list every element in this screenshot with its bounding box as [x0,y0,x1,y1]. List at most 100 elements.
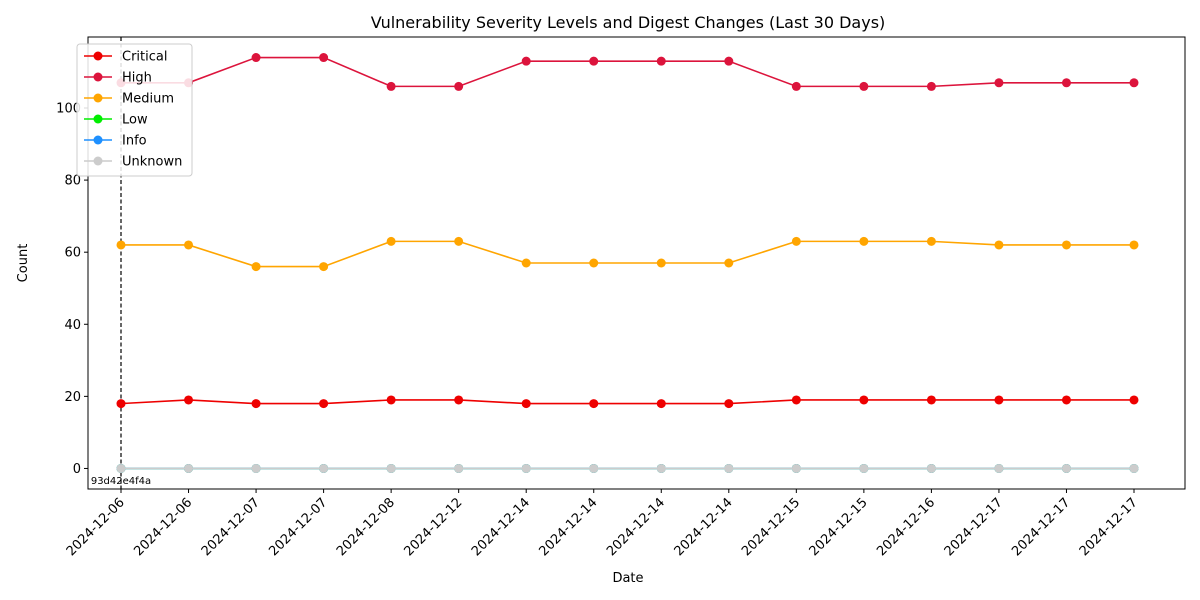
x-tick-label: 2024-12-17 [942,495,1006,559]
data-point-medium [116,240,126,250]
series-line-medium [121,240,1134,268]
data-point-unknown [791,463,801,473]
data-point-critical [1129,395,1139,405]
series-layer [116,53,1139,473]
data-point-unknown [184,463,194,473]
x-tick-label: 2024-12-16 [874,495,938,559]
data-point-critical [116,399,126,409]
data-point-medium [724,258,734,268]
data-point-unknown [1061,463,1071,473]
data-point-medium [251,262,261,272]
x-tick-label: 2024-12-17 [1077,495,1141,559]
data-point-critical [184,395,194,405]
data-point-unknown [589,463,599,473]
data-point-unknown [251,463,261,473]
plot-area-frame [87,36,1186,490]
data-point-critical [521,399,531,409]
x-tick-label: 2024-12-14 [537,495,601,559]
data-point-high [251,53,261,63]
data-point-medium [184,240,194,250]
legend-marker-unknown [93,156,103,166]
data-point-unknown [1129,463,1139,473]
data-point-critical [454,395,464,405]
data-point-high [926,81,936,91]
data-point-high [1129,78,1139,88]
x-tick-label: 2024-12-06 [64,495,128,559]
data-point-critical [386,395,396,405]
y-axis: 0 20 40 60 80 100 [56,102,88,477]
y-tick-label: 80 [64,174,81,189]
data-point-medium [589,258,599,268]
series-medium [116,236,1139,272]
data-point-critical [724,399,734,409]
data-point-unknown [994,463,1004,473]
data-point-medium [791,236,801,246]
data-point-medium [454,236,464,246]
y-tick-label: 20 [64,390,81,405]
x-tick-label: 2024-12-15 [739,495,803,559]
data-point-medium [926,236,936,246]
data-point-unknown [859,463,869,473]
legend-marker-medium [93,93,103,103]
data-point-critical [994,395,1004,405]
data-point-medium [319,262,329,272]
data-point-medium [521,258,531,268]
data-point-critical [589,399,599,409]
legend-label-medium: Medium [122,92,174,107]
data-point-unknown [724,463,734,473]
x-tick-label: 2024-12-14 [604,495,668,559]
data-point-high [521,56,531,66]
data-point-medium [859,236,869,246]
x-axis-title: Date [612,571,643,586]
legend-label-low: Low [122,113,148,128]
data-point-high [656,56,666,66]
chart-title: Vulnerability Severity Levels and Digest… [371,13,886,32]
legend-label-critical: Critical [122,50,167,65]
series-critical [116,395,1139,409]
data-point-medium [656,258,666,268]
data-point-high [859,81,869,91]
data-point-unknown [319,463,329,473]
data-point-high [791,81,801,91]
legend-label-unknown: Unknown [122,155,182,170]
data-point-high [454,81,464,91]
data-point-medium [994,240,1004,250]
data-point-unknown [521,463,531,473]
series-line-high [121,56,1134,88]
legend-marker-high [93,72,103,82]
x-tick-label: 2024-12-07 [199,495,263,559]
data-point-high [1061,78,1071,88]
data-point-medium [1061,240,1071,250]
data-point-medium [1129,240,1139,250]
x-tick-label: 2024-12-06 [131,495,195,559]
data-point-critical [656,399,666,409]
data-point-critical [1061,395,1071,405]
series-high [116,53,1139,91]
data-point-critical [926,395,936,405]
x-tick-label: 2024-12-14 [672,495,736,559]
x-tick-label: 2024-12-08 [334,495,398,559]
data-point-critical [251,399,261,409]
data-point-high [386,81,396,91]
data-point-critical [319,399,329,409]
y-tick-label: 0 [73,462,81,477]
data-point-high [724,56,734,66]
data-point-unknown [386,463,396,473]
digest-label: 93d42e4f4a [91,476,151,487]
legend-marker-info [93,135,103,145]
x-tick-label: 2024-12-12 [401,495,465,559]
y-tick-label: 40 [64,318,81,333]
data-point-high [994,78,1004,88]
legend-marker-low [93,114,103,124]
data-point-unknown [454,463,464,473]
x-tick-label: 2024-12-15 [807,495,871,559]
data-point-unknown [116,463,126,473]
series-line-critical [120,399,1134,405]
data-point-unknown [926,463,936,473]
x-tick-label: 2024-12-14 [469,495,533,559]
data-point-high [319,53,329,63]
x-tick-label: 2024-12-07 [266,495,330,559]
y-tick-label: 100 [56,102,81,117]
x-tick-label: 2024-12-17 [1009,495,1073,559]
